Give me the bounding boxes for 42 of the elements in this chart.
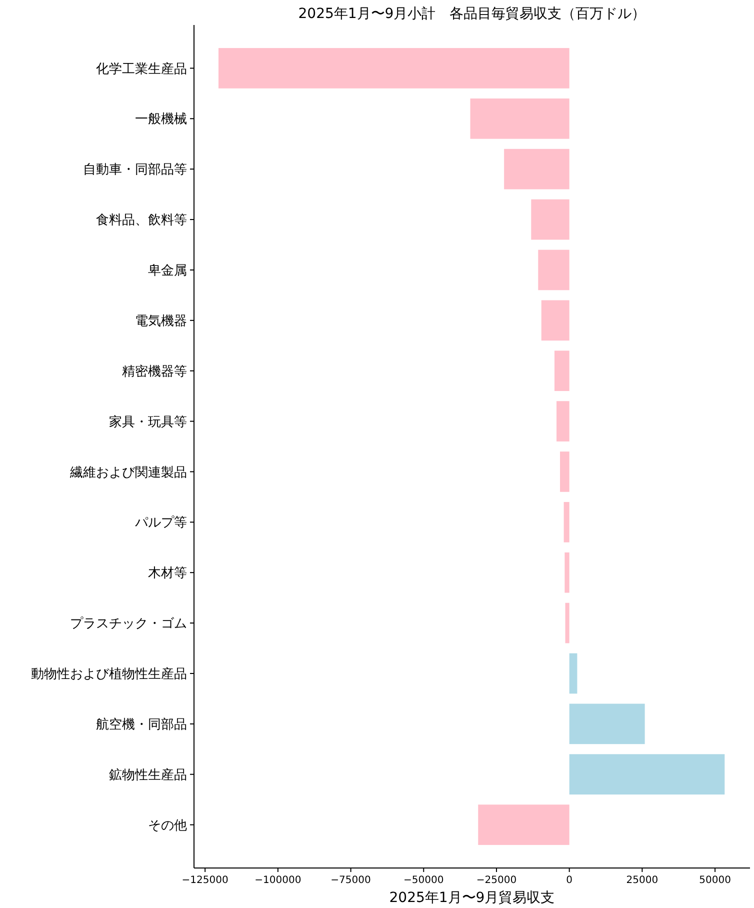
y-tick-label: 一般機械 <box>135 112 187 128</box>
y-tick-label: 化学工業生産品 <box>96 60 187 77</box>
y-tick-label: プラスチック・ゴム <box>70 616 187 632</box>
y-tick-label: 卑金属 <box>148 264 187 279</box>
x-tick-label: −50000 <box>404 875 444 886</box>
y-tick-label: 食料品、飲料等 <box>96 213 187 228</box>
y-tick-label: その他 <box>148 818 187 834</box>
x-tick-label: 25000 <box>626 875 658 886</box>
chart-title: 2025年1月〜9月小計 各品目毎貿易収支（百万ドル） <box>298 6 646 22</box>
y-tick-label: パルプ等 <box>134 516 187 531</box>
x-tick-label: 0 <box>566 875 573 886</box>
bar <box>531 199 570 240</box>
bar <box>564 552 570 593</box>
y-tick-label: 精密機器等 <box>122 364 187 380</box>
bar <box>569 754 725 795</box>
y-tick-label: 木材等 <box>148 566 187 582</box>
bar <box>560 452 570 492</box>
bar <box>565 602 570 644</box>
y-tick-label: 鉱物性生産品 <box>109 766 187 783</box>
y-tick-label: 航空機・同部品 <box>96 717 187 732</box>
bar <box>569 653 578 694</box>
x-tick-label: −125000 <box>182 875 228 886</box>
y-tick-label: 家具・玩具等 <box>109 414 187 430</box>
x-tick-label: −25000 <box>476 875 517 886</box>
bar <box>218 48 570 88</box>
x-tick-label: −75000 <box>330 875 371 886</box>
bar <box>470 98 570 139</box>
bar <box>564 502 570 542</box>
bar <box>554 350 570 392</box>
x-tick-label: −100000 <box>254 875 302 886</box>
bar <box>569 704 645 744</box>
bar <box>541 300 570 341</box>
y-tick-label: 繊維および関連製品 <box>69 465 187 480</box>
bar <box>504 148 570 190</box>
x-axis-title: 2025年1月〜9月貿易収支 <box>389 890 555 906</box>
y-tick-label: 自動車・同部品等 <box>83 162 187 178</box>
bar <box>538 250 570 290</box>
x-tick-label: 50000 <box>699 875 731 886</box>
bar <box>556 401 570 442</box>
y-tick-label: 動物性および植物性生産品 <box>31 666 187 682</box>
bar <box>478 804 570 845</box>
y-tick-label: 電気機器 <box>135 314 187 329</box>
